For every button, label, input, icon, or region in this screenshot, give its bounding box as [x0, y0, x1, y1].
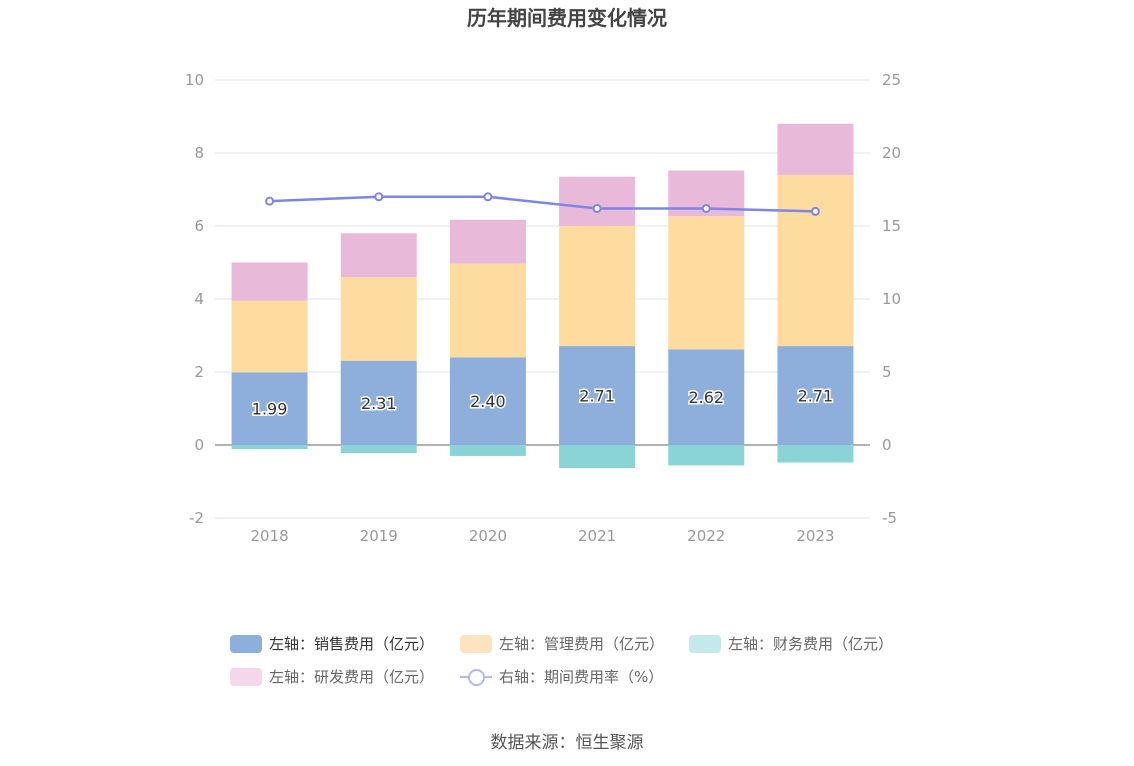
legend-item-admin[interactable]: 左轴：管理费用（亿元）: [460, 633, 664, 654]
legend-label-finance: 左轴：财务费用（亿元）: [728, 635, 894, 653]
point-expense-rate-2020: [483, 192, 493, 202]
left-axis-tick-label: 0: [194, 436, 204, 454]
right-axis-tick-label: 15: [882, 217, 901, 235]
bar-rnd-2021: [559, 176, 636, 226]
legend-item-finance[interactable]: 左轴：财务费用（亿元）: [689, 633, 893, 654]
x-axis-tick-label: 2022: [687, 527, 725, 545]
bar-sales-2023: [777, 346, 854, 445]
bar-finance-2023: [777, 445, 854, 463]
point-expense-rate-2018: [265, 196, 275, 206]
legend-swatch-finance: [689, 634, 721, 653]
legend-swatch-rnd: [230, 667, 262, 686]
right-axis-tick-label: -5: [882, 509, 897, 527]
source-note: 数据来源：恒生聚源: [490, 733, 644, 753]
point-expense-rate-2022: [701, 203, 711, 213]
bar-rnd-2020: [449, 219, 526, 264]
bar-rnd-2023: [777, 123, 854, 175]
bar-sales-2020: [449, 357, 526, 445]
bar-finance-2022: [668, 445, 745, 466]
bar-admin-2020: [449, 263, 526, 358]
bar-admin-2019: [340, 277, 417, 361]
x-axis-tick-label: 2018: [250, 527, 288, 545]
left-axis-tick-label: 6: [194, 217, 204, 235]
legend-item-rate[interactable]: 右轴：期间费用率（%）: [460, 666, 663, 687]
data-label-sales: 2.40: [470, 392, 506, 411]
bar-admin-2021: [559, 226, 636, 347]
right-axis-tick-label: 25: [882, 71, 901, 89]
chart-title: 历年期间费用变化情况: [467, 6, 667, 30]
bar-sales-2018: [231, 372, 308, 445]
left-axis-tick-label: 2: [194, 363, 204, 381]
data-label-sales: 2.71: [579, 387, 615, 406]
legend-label-sales: 左轴：销售费用（亿元）: [269, 635, 435, 653]
bar-finance-2020: [449, 445, 526, 456]
bar-finance-2021: [559, 445, 636, 468]
data-label-sales: 2.71: [798, 387, 834, 406]
left-axis-tick-label: -2: [189, 509, 204, 527]
bar-finance-2018: [231, 445, 308, 450]
x-axis-tick-label: 2021: [578, 527, 616, 545]
point-expense-rate-2019: [374, 192, 384, 202]
legend-item-sales[interactable]: 左轴：销售费用（亿元）: [230, 633, 434, 654]
right-axis-tick-label: 5: [882, 363, 892, 381]
bar-admin-2022: [668, 216, 745, 350]
bar-admin-2023: [777, 174, 854, 347]
point-expense-rate-2021: [592, 203, 602, 213]
line-expense-rate: [269, 195, 816, 213]
legend-swatch-sales: [230, 634, 262, 653]
data-label-sales: 1.99: [252, 400, 288, 419]
left-axis-tick-label: 8: [194, 144, 204, 162]
x-axis-tick-label: 2020: [469, 527, 507, 545]
legend-label-admin: 左轴：管理费用（亿元）: [499, 635, 665, 653]
bar-rnd-2019: [340, 233, 417, 278]
left-axis-tick-label: 4: [194, 290, 204, 308]
bar-sales-2019: [340, 360, 417, 445]
legend-label-rnd: 左轴：研发费用（亿元）: [269, 668, 435, 686]
legend-swatch-rate: [460, 668, 492, 686]
x-axis-tick-label: 2023: [796, 527, 834, 545]
bar-sales-2021: [559, 346, 636, 445]
bar-finance-2019: [340, 445, 417, 454]
legend-item-rnd[interactable]: 左轴：研发费用（亿元）: [230, 666, 434, 687]
bar-sales-2022: [668, 349, 745, 445]
bar-admin-2018: [231, 300, 308, 373]
legend-swatch-admin: [460, 634, 492, 653]
right-axis-tick-label: 10: [882, 290, 901, 308]
legend-label-rate: 右轴：期间费用率（%）: [499, 668, 664, 686]
right-axis-tick-label: 0: [882, 436, 892, 454]
left-axis-tick-label: 10: [185, 71, 204, 89]
right-axis-tick-label: 20: [882, 144, 901, 162]
data-label-sales: 2.31: [361, 394, 397, 413]
x-axis-tick-label: 2019: [360, 527, 398, 545]
bar-rnd-2018: [231, 262, 308, 301]
point-expense-rate-2023: [810, 206, 820, 216]
data-label-sales: 2.62: [688, 388, 724, 407]
